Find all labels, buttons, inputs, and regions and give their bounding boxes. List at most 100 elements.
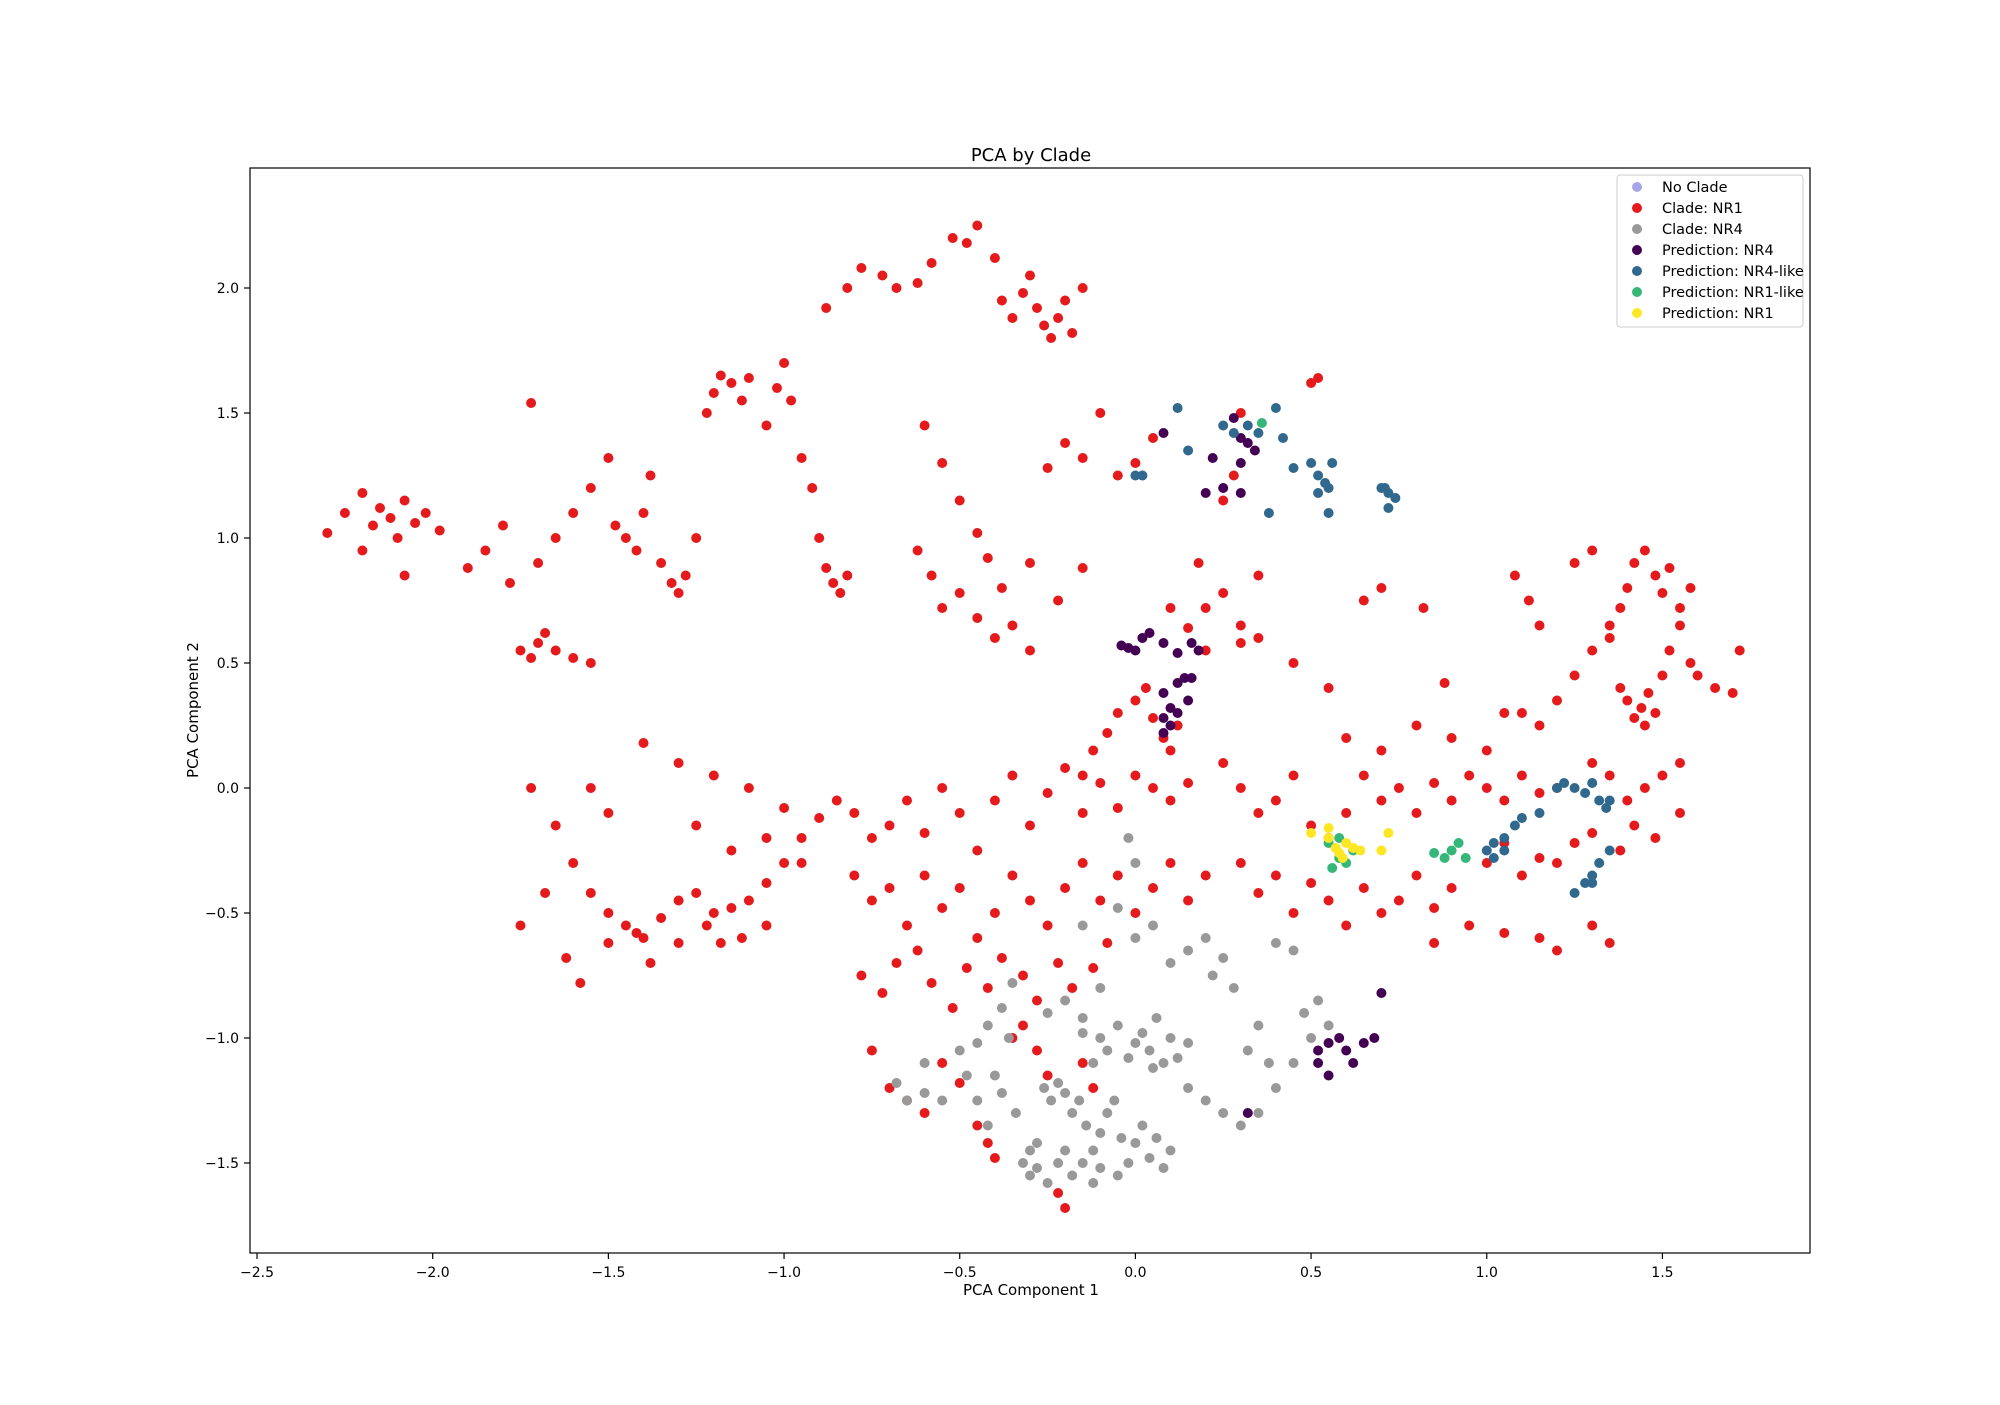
data-point	[1323, 683, 1334, 693]
data-point	[1313, 1058, 1324, 1068]
data-point	[434, 525, 445, 536]
data-point	[1095, 983, 1106, 993]
data-point	[1516, 708, 1527, 718]
data-point	[954, 495, 965, 506]
data-point	[1288, 658, 1299, 668]
data-point	[1488, 853, 1499, 863]
data-point	[1323, 823, 1334, 833]
data-point	[1446, 883, 1457, 893]
data-point	[1622, 583, 1633, 593]
x-tick-label: 0.0	[1124, 1265, 1146, 1281]
data-point	[1355, 845, 1366, 856]
data-point	[1186, 673, 1197, 683]
data-point	[1165, 720, 1176, 731]
data-point	[1165, 858, 1176, 868]
data-point	[954, 1078, 965, 1088]
data-point	[912, 545, 923, 556]
data-point	[1629, 713, 1640, 723]
x-tick-label: −1.5	[591, 1265, 625, 1281]
data-point	[1077, 1028, 1088, 1038]
data-point	[550, 533, 561, 543]
data-point	[1200, 1095, 1211, 1106]
data-point	[1256, 418, 1267, 428]
data-point	[1039, 1083, 1050, 1093]
y-tick-label: −1.0	[205, 1031, 239, 1047]
data-point	[1025, 820, 1035, 831]
data-point	[1077, 808, 1088, 818]
data-point	[726, 845, 737, 856]
data-point	[1446, 845, 1457, 856]
legend-frame	[1616, 174, 1804, 328]
data-point	[1095, 778, 1106, 788]
data-point	[761, 833, 772, 843]
data-point	[1587, 828, 1598, 838]
data-point	[1130, 645, 1141, 656]
data-point	[1102, 728, 1113, 738]
data-point	[1253, 808, 1264, 818]
data-point	[515, 645, 526, 656]
data-point	[1060, 295, 1071, 306]
data-point	[1313, 470, 1324, 481]
data-point	[638, 508, 649, 518]
data-point	[1218, 420, 1229, 431]
data-point	[1172, 648, 1183, 658]
data-point	[1499, 928, 1510, 938]
data-point	[1727, 688, 1738, 698]
data-point	[1025, 558, 1035, 568]
data-point	[856, 970, 867, 981]
data-point	[1172, 720, 1183, 731]
data-point	[866, 1045, 877, 1056]
data-point	[1158, 638, 1169, 648]
data-point	[1046, 333, 1057, 343]
data-point	[796, 453, 807, 463]
data-point	[1025, 895, 1035, 906]
data-point	[1130, 908, 1141, 918]
data-point	[972, 933, 983, 943]
data-point	[603, 938, 614, 948]
data-point	[982, 983, 993, 993]
data-point	[1183, 945, 1194, 956]
data-point	[656, 558, 667, 568]
data-point	[1112, 708, 1123, 718]
data-point	[972, 613, 983, 623]
data-point	[1137, 470, 1148, 481]
data-point	[1604, 633, 1615, 643]
data-point	[736, 395, 747, 406]
data-point	[1650, 708, 1661, 718]
data-point	[1032, 995, 1042, 1006]
data-point	[1137, 633, 1148, 643]
data-point	[1158, 1163, 1169, 1173]
data-point	[701, 408, 712, 418]
data-point	[1060, 1145, 1071, 1156]
data-point	[603, 808, 614, 818]
data-point	[1088, 1058, 1099, 1068]
data-point	[585, 483, 596, 493]
data-point	[1053, 1158, 1064, 1168]
data-point	[937, 1095, 948, 1106]
data-point	[1253, 888, 1264, 898]
data-point	[919, 1108, 930, 1118]
data-point	[680, 570, 691, 581]
data-point	[1270, 938, 1281, 948]
x-tick-label: −2.5	[240, 1265, 274, 1281]
data-point	[961, 238, 972, 248]
data-point	[1007, 620, 1018, 631]
data-point	[954, 808, 965, 818]
data-point	[1032, 1045, 1042, 1056]
data-point	[1165, 703, 1176, 713]
data-point	[1383, 828, 1394, 838]
data-point	[1710, 683, 1721, 693]
data-point	[1183, 695, 1194, 706]
data-point	[1376, 908, 1387, 918]
data-point	[891, 283, 902, 293]
points-layer	[322, 220, 1745, 1213]
data-point	[796, 833, 807, 843]
data-point	[796, 858, 807, 868]
data-point	[550, 820, 561, 831]
data-point	[1323, 1038, 1334, 1048]
data-point	[1003, 1033, 1014, 1043]
data-point	[1685, 658, 1696, 668]
data-point	[902, 795, 912, 806]
legend-label: Prediction: NR4-like	[1662, 264, 1804, 280]
x-tick-label: −2.0	[416, 1265, 450, 1281]
